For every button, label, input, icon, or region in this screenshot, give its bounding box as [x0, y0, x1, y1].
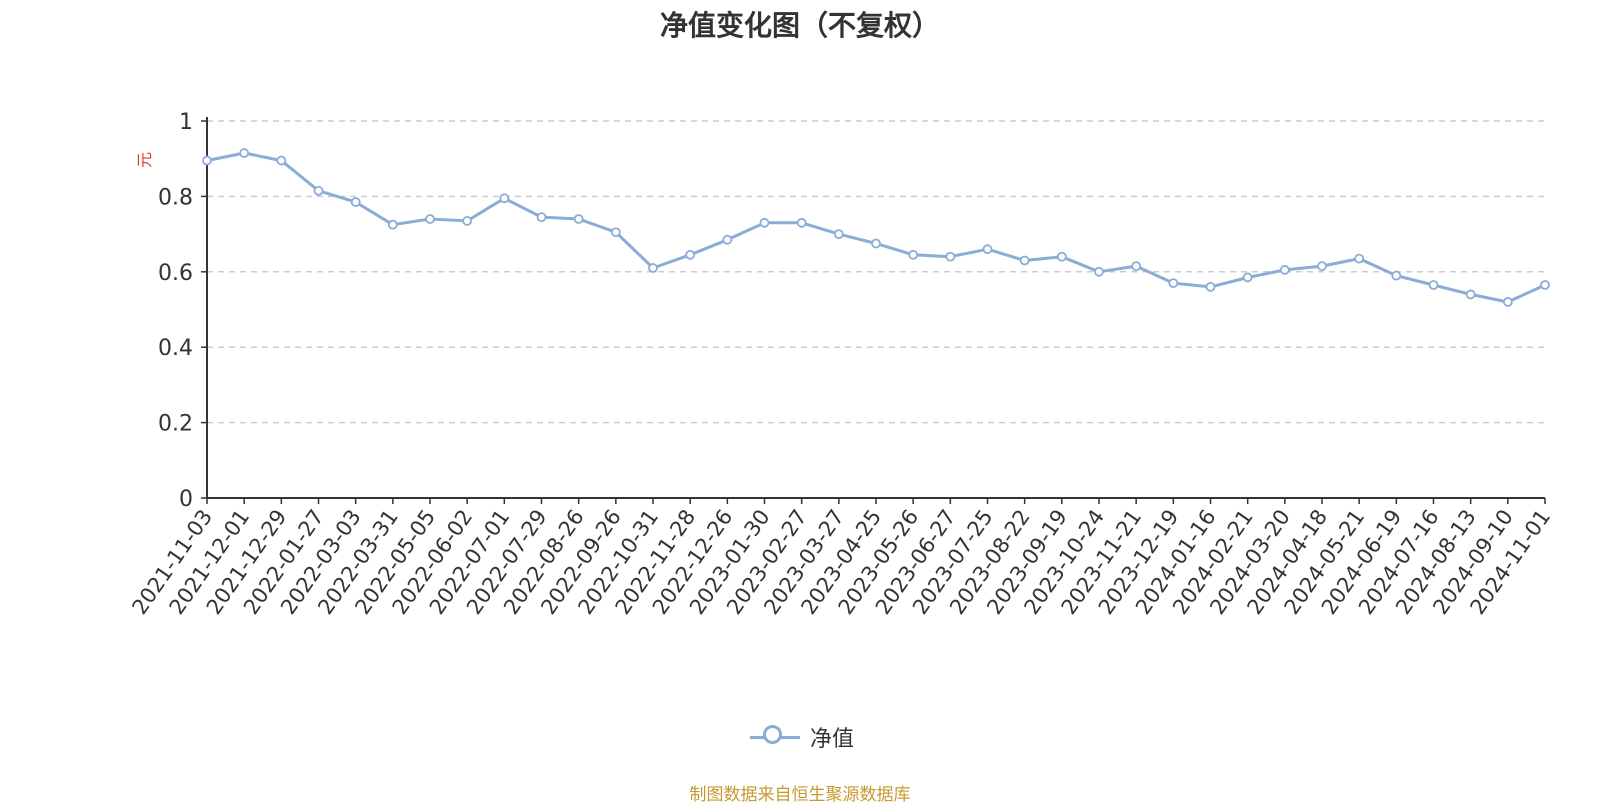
source-note: 制图数据来自恒生聚源数据库	[689, 785, 911, 805]
data-point[interactable]	[1279, 265, 1290, 275]
data-point[interactable]	[276, 155, 287, 166]
data-point[interactable]	[945, 251, 956, 262]
data-point[interactable]	[1317, 261, 1327, 272]
data-point[interactable]	[1056, 251, 1067, 262]
y-tick-label: 0.6	[158, 261, 193, 286]
data-point[interactable]	[387, 219, 398, 230]
data-point[interactable]	[313, 185, 324, 196]
legend[interactable]: 净值	[750, 722, 854, 752]
series-line	[206, 151, 1546, 304]
data-point[interactable]	[1168, 278, 1179, 289]
data-point[interactable]	[425, 214, 435, 224]
series-points	[202, 148, 1550, 307]
data-point[interactable]	[1094, 266, 1104, 277]
data-point[interactable]	[685, 249, 696, 260]
y-tick-label: 0	[179, 487, 193, 512]
data-point[interactable]	[1354, 253, 1365, 264]
data-point[interactable]	[1465, 289, 1476, 300]
grid-lines	[207, 120, 1545, 424]
chart-title: 净值变化图（不复权）	[659, 9, 940, 42]
data-point[interactable]	[202, 155, 212, 166]
y-tick-labels: 0 0.2 0.4 0.6 0.8 1	[158, 110, 193, 512]
legend-label: 净值	[810, 727, 855, 752]
axes	[201, 117, 1546, 504]
data-point[interactable]	[796, 217, 807, 228]
y-tick-label: 1	[179, 110, 193, 135]
series-line-net-value	[206, 151, 1546, 304]
data-point[interactable]	[1391, 270, 1402, 281]
data-point[interactable]	[1205, 281, 1216, 292]
data-point[interactable]	[462, 216, 473, 226]
data-point[interactable]	[1428, 280, 1439, 290]
data-point[interactable]	[833, 229, 844, 240]
data-point[interactable]	[759, 217, 770, 228]
x-tick-labels: 2021-11-032021-12-012021-12-292022-01-27…	[127, 505, 1555, 619]
data-point[interactable]	[648, 263, 658, 273]
data-point[interactable]	[1242, 272, 1253, 283]
data-point[interactable]	[499, 193, 510, 204]
legend-swatch-icon	[750, 722, 800, 752]
data-point[interactable]	[610, 227, 621, 238]
data-point[interactable]	[239, 148, 250, 158]
data-point[interactable]	[1131, 261, 1142, 272]
data-point[interactable]	[573, 214, 584, 224]
data-point[interactable]	[982, 244, 993, 255]
data-point[interactable]	[1540, 280, 1550, 290]
y-tick-label: 0.8	[158, 185, 193, 210]
data-point[interactable]	[1502, 297, 1513, 307]
data-point[interactable]	[908, 249, 919, 260]
y-tick-label: 0.4	[158, 336, 193, 361]
data-point[interactable]	[1019, 255, 1030, 266]
data-point[interactable]	[871, 238, 881, 249]
data-point[interactable]	[350, 197, 361, 207]
data-point[interactable]	[536, 212, 547, 223]
y-tick-label: 0.2	[158, 412, 193, 437]
data-point[interactable]	[722, 234, 733, 245]
y-axis-label: 元	[135, 152, 154, 168]
